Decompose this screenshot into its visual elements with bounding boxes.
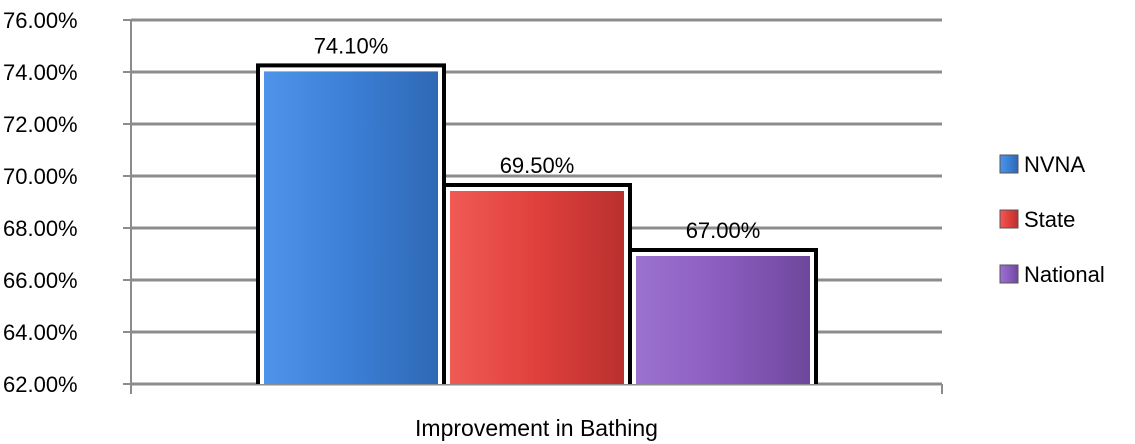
- x-axis-label: Improvement in Bathing: [415, 415, 658, 441]
- legend-label-state: State: [1024, 207, 1075, 232]
- bar-state: [450, 191, 624, 384]
- bars: [256, 63, 818, 385]
- data-labels: 74.10% 69.50% 67.00%: [314, 33, 761, 243]
- y-tick-label: 76.00%: [3, 8, 78, 33]
- bar-nvna: [264, 71, 438, 385]
- bar-national: [636, 256, 810, 384]
- y-tick-label: 74.00%: [3, 60, 78, 85]
- legend-swatch-nvna: [999, 154, 1019, 174]
- legend: NVNA State National: [999, 152, 1105, 287]
- legend-label-nvna: NVNA: [1024, 152, 1085, 177]
- y-tick-label: 66.00%: [3, 268, 78, 293]
- y-tick-label: 68.00%: [3, 216, 78, 241]
- data-label-nvna: 74.10%: [314, 33, 389, 58]
- y-tick-label: 64.00%: [3, 320, 78, 345]
- data-label-national: 67.00%: [686, 218, 761, 243]
- legend-label-national: National: [1024, 262, 1105, 287]
- legend-swatch-state: [999, 209, 1019, 229]
- y-tick-label: 72.00%: [3, 112, 78, 137]
- y-axis: 62.00% 64.00% 66.00% 68.00% 70.00% 72.00% 74.0…: [3, 8, 943, 397]
- data-label-state: 69.50%: [500, 153, 575, 178]
- y-tick-label: 70.00%: [3, 164, 78, 189]
- legend-swatch-national: [999, 264, 1019, 284]
- y-tick-label: 62.00%: [3, 372, 78, 397]
